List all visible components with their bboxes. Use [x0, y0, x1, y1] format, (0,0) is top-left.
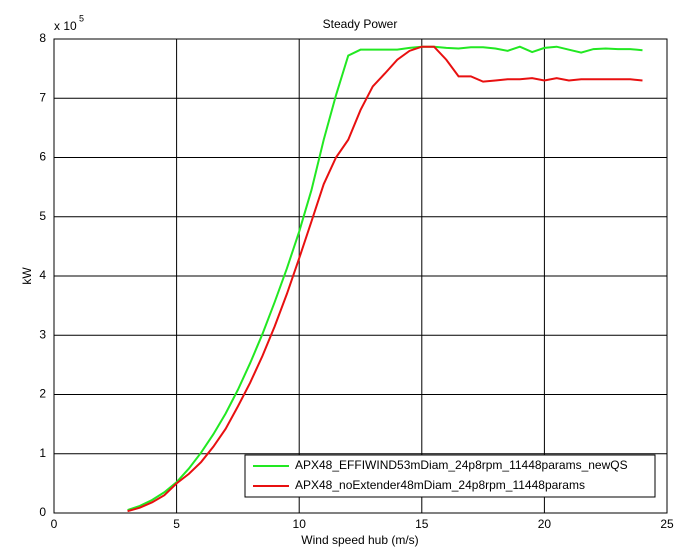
- y-tick-label: 7: [39, 90, 46, 104]
- y-multiplier-exponent: 5: [79, 13, 84, 23]
- series-line: [127, 45, 643, 513]
- x-tick-label: 5: [173, 517, 180, 531]
- y-tick-label: 3: [39, 327, 46, 341]
- x-tick-label: 15: [415, 517, 429, 531]
- series-line: [127, 45, 643, 511]
- y-tick-label: 0: [39, 505, 46, 519]
- y-tick-label: 4: [39, 268, 46, 282]
- y-tick-label: 8: [39, 31, 46, 45]
- y-tick-label: 2: [39, 387, 46, 401]
- x-tick-label: 0: [51, 517, 58, 531]
- x-tick-label: 25: [660, 517, 674, 531]
- x-tick-label: 20: [538, 517, 552, 531]
- plot-frame: [53, 38, 668, 514]
- y-axis-label: kW: [20, 267, 34, 285]
- x-tick-label: 10: [293, 517, 307, 531]
- x-axis-label: Wind speed hub (m/s): [301, 533, 418, 547]
- y-tick-label: 5: [39, 209, 46, 223]
- legend-label: APX48_EFFIWIND53mDiam_24p8rpm_11448param…: [295, 458, 628, 472]
- legend-label: APX48_noExtender48mDiam_24p8rpm_11448par…: [295, 478, 585, 492]
- y-multiplier-base: x 10: [54, 19, 77, 33]
- y-tick-label: 6: [39, 150, 46, 164]
- chart-title: Steady Power: [323, 17, 398, 31]
- legend-box: [244, 454, 656, 498]
- y-tick-label: 1: [39, 446, 46, 460]
